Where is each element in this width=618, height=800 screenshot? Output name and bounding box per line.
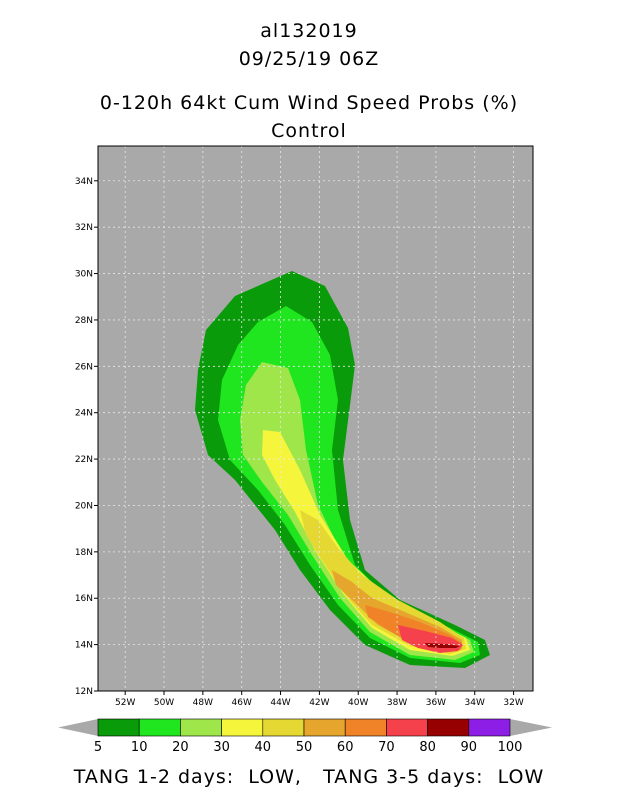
colorbar-right-arrow: [510, 719, 552, 736]
storm-id-title: al132019: [260, 20, 358, 42]
colorbar-label: 10: [131, 740, 148, 755]
colorbar-label: 80: [419, 740, 436, 755]
colorbar-label: 30: [213, 740, 230, 755]
lon-label: 36W: [426, 698, 446, 708]
colorbar-swatch: [386, 718, 428, 737]
lat-label: 12N: [75, 687, 93, 697]
lat-label: 16N: [75, 594, 93, 604]
colorbar: 5 10 20 30 40 50 60 70 80 90 100: [58, 718, 552, 755]
tang-footer: TANG 1-2 days: LOW, TANG 3-5 days: LOW: [73, 766, 545, 788]
longitude-labels: 52W 50W 48W 46W 44W 42W 40W 38W 36W 34W 32W: [115, 691, 524, 708]
colorbar-label: 70: [378, 740, 395, 755]
grid-lines: [98, 146, 533, 691]
colorbar-swatch: [303, 718, 346, 737]
lon-label: 42W: [309, 698, 329, 708]
colorbar-swatch: [344, 718, 387, 737]
product-title: 0-120h 64kt Cum Wind Speed Probs (%): [99, 92, 519, 114]
run-label: Control: [271, 120, 347, 142]
contour-40-50: [300, 510, 466, 654]
lon-label: 44W: [270, 698, 290, 708]
lon-label: 50W: [154, 698, 174, 708]
lat-label: 24N: [75, 409, 93, 419]
lat-label: 30N: [75, 270, 93, 280]
colorbar-label: 20: [172, 740, 189, 755]
lat-label: 28N: [75, 316, 93, 326]
colorbar-swatch: [180, 718, 222, 737]
contour-20-30: [240, 362, 474, 660]
colorbar-label: 100: [498, 740, 523, 755]
colorbar-left-arrow: [58, 719, 98, 736]
latitude-labels: 12N 14N 16N 18N 20N 22N 24N 26N 28N 30N 32N 34N: [75, 177, 98, 697]
colorbar-label: 50: [296, 740, 313, 755]
lat-label: 26N: [75, 362, 93, 372]
lat-label: 32N: [75, 223, 93, 233]
lon-label: 32W: [503, 698, 523, 708]
datetime-title: 09/25/19 06Z: [238, 48, 380, 70]
lat-label: 22N: [75, 455, 93, 465]
colorbar-label: 60: [337, 740, 354, 755]
lon-label: 40W: [348, 698, 368, 708]
colorbar-swatch: [262, 718, 305, 737]
colorbar-swatch: [427, 718, 470, 737]
colorbar-label: 40: [255, 740, 272, 755]
colorbar-swatch: [138, 718, 181, 737]
lat-label: 34N: [75, 177, 93, 187]
lat-label: 20N: [75, 501, 93, 511]
lon-label: 52W: [115, 698, 135, 708]
colorbar-swatch: [221, 718, 264, 737]
lon-label: 48W: [193, 698, 213, 708]
lon-label: 38W: [387, 698, 407, 708]
colorbar-swatch: [97, 718, 140, 737]
colorbar-swatch: [468, 718, 511, 737]
lon-label: 46W: [232, 698, 252, 708]
colorbar-label: 5: [94, 740, 102, 755]
lat-label: 14N: [75, 641, 93, 651]
lon-label: 34W: [465, 698, 485, 708]
lat-label: 18N: [75, 548, 93, 558]
colorbar-label: 90: [461, 740, 478, 755]
map-frame: [97, 145, 534, 692]
